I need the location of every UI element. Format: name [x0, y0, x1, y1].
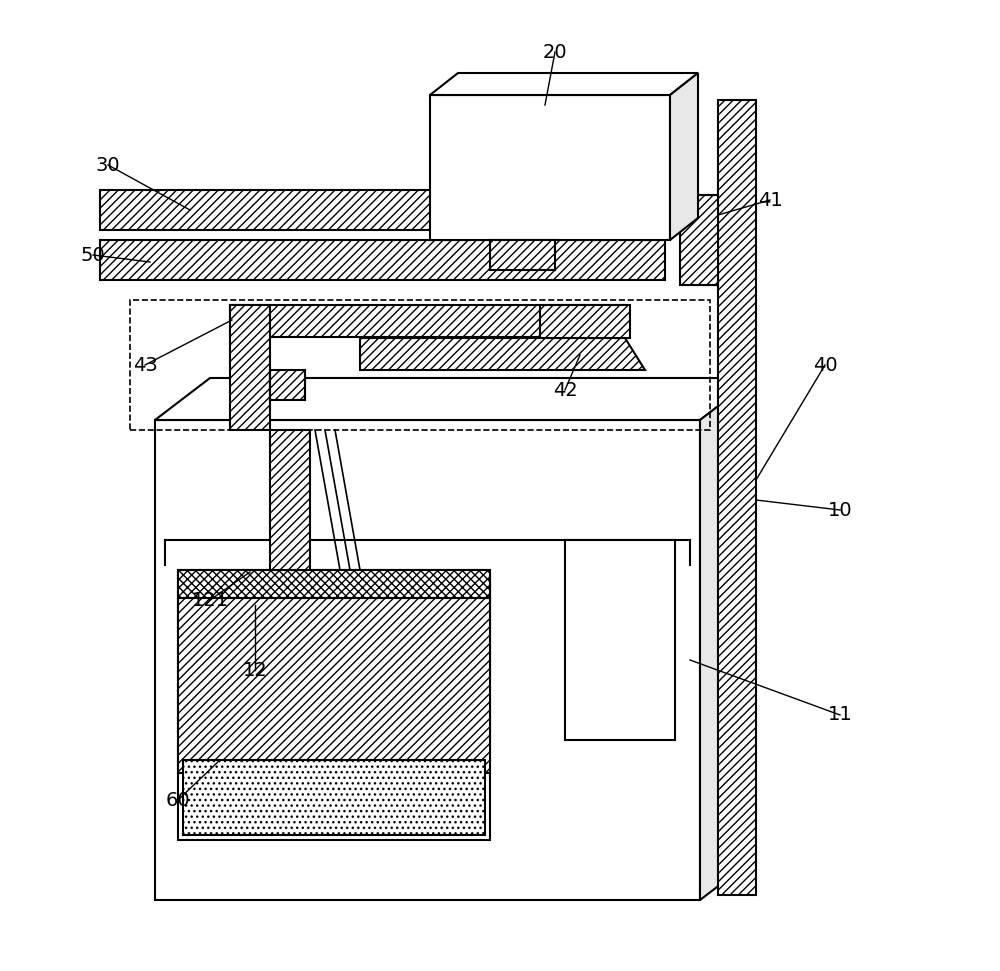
Bar: [270, 370, 305, 400]
Polygon shape: [360, 338, 645, 370]
Text: 41: 41: [758, 190, 782, 210]
Polygon shape: [670, 73, 698, 240]
Text: 20: 20: [543, 43, 567, 61]
Text: 60: 60: [166, 790, 190, 810]
Polygon shape: [155, 378, 755, 420]
Text: 42: 42: [553, 381, 577, 399]
Text: 11: 11: [828, 706, 852, 724]
Bar: [178, 598, 490, 773]
Bar: [490, 240, 555, 270]
Bar: [430, 95, 670, 240]
Bar: [100, 240, 665, 280]
Text: 12: 12: [243, 660, 267, 680]
Bar: [270, 430, 310, 570]
Text: 43: 43: [133, 355, 157, 375]
Bar: [100, 190, 665, 230]
Text: 30: 30: [96, 155, 120, 175]
Bar: [230, 305, 270, 430]
Bar: [540, 305, 630, 338]
Text: 50: 50: [81, 246, 105, 264]
Bar: [155, 420, 700, 900]
Bar: [718, 100, 756, 895]
Bar: [178, 570, 490, 840]
Polygon shape: [430, 73, 698, 95]
Text: 40: 40: [813, 355, 837, 375]
Bar: [183, 760, 485, 835]
Text: 10: 10: [828, 500, 852, 519]
Bar: [130, 300, 710, 430]
Bar: [680, 195, 718, 285]
Text: 121: 121: [191, 590, 229, 610]
Bar: [178, 570, 490, 598]
Polygon shape: [700, 378, 755, 900]
Bar: [230, 305, 625, 337]
Bar: [565, 540, 675, 740]
